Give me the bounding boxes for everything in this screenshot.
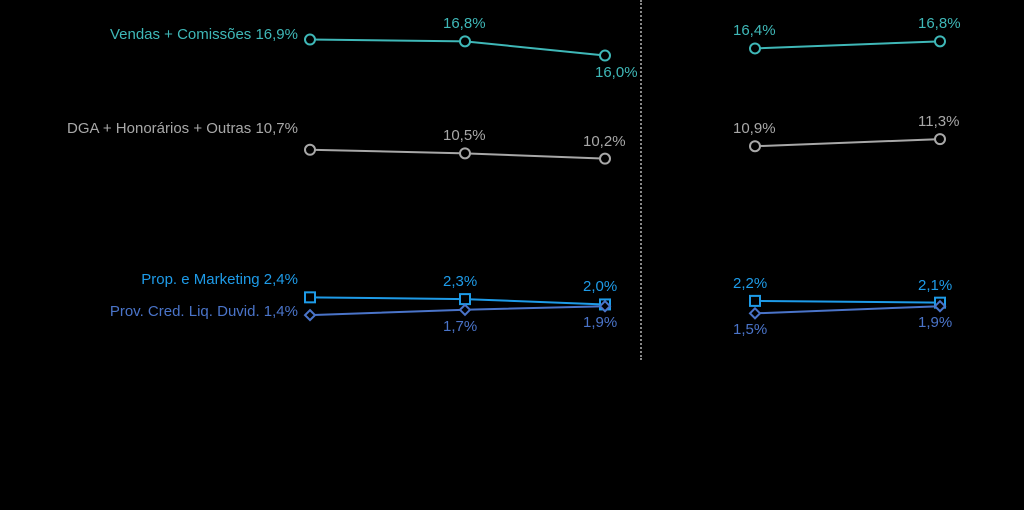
- series-label-dga: DGA + Honorários + Outras 10,7%: [67, 120, 298, 137]
- series-marker-prov: [750, 308, 760, 318]
- series-marker-vendas: [750, 43, 760, 53]
- series-line-marketing: [755, 301, 940, 303]
- series-line-prov: [310, 306, 605, 315]
- chart-svg: [0, 0, 1024, 510]
- series-label-vendas: Vendas + Comissões 16,9%: [110, 26, 298, 43]
- series-line-marketing: [310, 297, 605, 304]
- series-label-marketing: Prop. e Marketing 2,4%: [141, 271, 298, 288]
- panel-divider: [640, 0, 642, 360]
- series-line-vendas: [755, 41, 940, 48]
- series-first-value: 16,9%: [255, 26, 298, 43]
- series-marker-vendas: [600, 51, 610, 61]
- value-label: 2,3%: [443, 273, 477, 290]
- series-line-dga: [310, 150, 605, 159]
- value-label: 10,9%: [733, 120, 776, 137]
- value-label: 11,3%: [918, 113, 959, 130]
- series-name: Prov. Cred. Liq. Duvid.: [110, 303, 260, 320]
- series-first-value: 10,7%: [255, 120, 298, 137]
- series-name: Vendas + Comissões: [110, 26, 251, 43]
- series-marker-marketing: [460, 294, 470, 304]
- value-label: 2,1%: [918, 277, 952, 294]
- value-label: 1,9%: [918, 314, 952, 331]
- series-marker-prov: [460, 305, 470, 315]
- series-first-value: 2,4%: [264, 271, 298, 288]
- series-marker-dga: [600, 154, 610, 164]
- series-label-prov: Prov. Cred. Liq. Duvid. 1,4%: [110, 303, 298, 320]
- series-marker-dga: [750, 141, 760, 151]
- series-marker-marketing: [305, 292, 315, 302]
- series-marker-dga: [935, 134, 945, 144]
- value-label: 16,0%: [595, 64, 638, 81]
- series-line-dga: [755, 139, 940, 146]
- value-label: 1,7%: [443, 318, 477, 335]
- value-label: 10,5%: [443, 127, 486, 144]
- chart-root: Vendas + Comissões 16,9% DGA + Honorários…: [0, 0, 1024, 510]
- value-label: 16,8%: [918, 15, 961, 32]
- series-line-prov: [755, 306, 940, 313]
- series-name: DGA + Honorários + Outras: [67, 120, 251, 137]
- series-first-value: 1,4%: [264, 303, 298, 320]
- value-label: 2,0%: [583, 278, 617, 295]
- series-marker-vendas: [305, 35, 315, 45]
- series-marker-marketing: [750, 296, 760, 306]
- series-marker-vendas: [460, 36, 470, 46]
- series-name: Prop. e Marketing: [141, 271, 259, 288]
- series-marker-prov: [305, 310, 315, 320]
- value-label: 16,4%: [733, 22, 776, 39]
- value-label: 2,2%: [733, 275, 767, 292]
- value-label: 1,5%: [733, 321, 767, 338]
- series-marker-dga: [460, 148, 470, 158]
- value-label: 16,8%: [443, 15, 486, 32]
- series-line-vendas: [310, 40, 605, 56]
- series-marker-dga: [305, 145, 315, 155]
- value-label: 10,2%: [583, 133, 626, 150]
- value-label: 1,9%: [583, 314, 617, 331]
- series-marker-vendas: [935, 36, 945, 46]
